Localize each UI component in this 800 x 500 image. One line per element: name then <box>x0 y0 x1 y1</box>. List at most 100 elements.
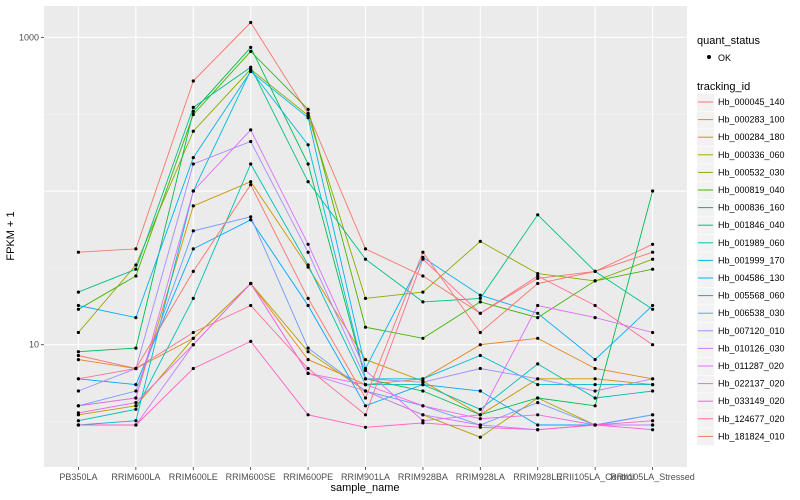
data-point-Hb_001999_170-8 <box>536 383 540 387</box>
data-point-Hb_000836_160-6 <box>421 389 425 393</box>
data-point-Hb_001999_170-9 <box>593 383 597 387</box>
legend-label-Hb_000336_060: Hb_000336_060 <box>718 150 785 160</box>
data-point-Hb_033149_020-2 <box>191 366 195 371</box>
data-point-Hb_000532_030-6 <box>421 290 425 294</box>
data-point-Hb_033149_020-3 <box>249 339 253 343</box>
data-point-Hb_033149_020-6 <box>421 421 425 425</box>
data-point-Hb_004586_130-0 <box>76 303 80 308</box>
data-point-Hb_005568_060-8 <box>536 423 540 427</box>
y-tick-label: 10 <box>29 340 39 350</box>
data-point-Hb_000045_140-2 <box>191 79 195 83</box>
legend-label-Hb_005568_060: Hb_005568_060 <box>718 291 785 301</box>
data-point-Hb_000283_100-0 <box>76 358 80 362</box>
data-point-Hb_124677_020-9 <box>593 303 597 308</box>
data-point-Hb_000819_040-3 <box>249 49 253 54</box>
data-point-Hb_004586_130-10 <box>651 303 655 308</box>
legend-label-Hb_007120_010: Hb_007120_010 <box>718 326 785 336</box>
x-tick-label-RRIM928BA: RRIM928BA <box>398 472 448 482</box>
data-point-Hb_005568_060-5 <box>363 404 368 408</box>
legend-label-Hb_000836_160: Hb_000836_160 <box>718 203 785 213</box>
x-tick-label-RRII105LA_Stressed: RRII105LA_Stressed <box>610 472 695 482</box>
data-point-Hb_001846_040-2 <box>191 105 195 109</box>
data-point-Hb_033149_020-0 <box>76 423 80 427</box>
legend-label-Hb_033149_020: Hb_033149_020 <box>718 396 785 406</box>
data-point-Hb_001846_040-7 <box>478 296 482 300</box>
data-point-Hb_022137_020-7 <box>478 417 482 421</box>
data-point-Hb_000836_160-2 <box>191 109 195 113</box>
data-point-Hb_006538_030-1 <box>134 389 138 393</box>
data-point-Hb_000819_040-4 <box>306 107 310 111</box>
data-point-Hb_006538_030-3 <box>249 215 253 219</box>
data-point-Hb_007120_010-0 <box>76 389 80 393</box>
data-point-Hb_000819_040-5 <box>363 325 368 329</box>
data-point-Hb_001999_170-7 <box>478 353 482 358</box>
x-tick-label-PB350LA: PB350LA <box>59 472 97 482</box>
data-point-Hb_181824_010-0 <box>76 353 80 358</box>
data-point-Hb_001999_170-6 <box>421 377 425 381</box>
data-point-Hb_000532_030-8 <box>536 272 540 276</box>
data-point-Hb_001989_060-4 <box>306 263 310 267</box>
data-point-Hb_005568_060-7 <box>478 389 482 393</box>
data-point-Hb_000836_160-10 <box>651 189 655 193</box>
data-point-Hb_004586_130-9 <box>593 358 597 362</box>
x-axis-title: sample_name <box>330 482 399 494</box>
data-point-Hb_124677_020-7 <box>478 311 482 315</box>
data-point-Hb_033149_020-1 <box>134 423 138 427</box>
data-point-Hb_181824_010-2 <box>191 269 195 273</box>
legend-label-Hb_010126_030: Hb_010126_030 <box>718 343 785 353</box>
data-point-Hb_000819_040-2 <box>191 112 195 117</box>
data-point-Hb_010126_030-10 <box>651 423 655 427</box>
data-point-Hb_007120_010-2 <box>191 162 195 166</box>
data-point-Hb_033149_020-5 <box>363 425 368 429</box>
data-point-Hb_006538_030-10 <box>651 413 655 417</box>
data-point-Hb_006538_030-2 <box>191 229 195 233</box>
data-point-Hb_011287_020-3 <box>249 128 253 132</box>
data-point-Hb_001989_060-0 <box>76 419 80 423</box>
legend-label-Hb_022137_020: Hb_022137_020 <box>718 379 785 389</box>
data-point-Hb_001999_170-10 <box>651 383 655 387</box>
data-point-Hb_000045_140-3 <box>249 20 253 25</box>
data-point-Hb_004586_130-1 <box>134 316 138 320</box>
data-point-Hb_022137_020-1 <box>134 401 138 405</box>
data-point-Hb_000045_140-0 <box>76 250 80 254</box>
data-point-Hb_000336_060-1 <box>134 404 138 408</box>
legend-label-Hb_001846_040: Hb_001846_040 <box>718 220 785 230</box>
data-point-Hb_000532_030-0 <box>76 330 80 335</box>
data-point-Hb_000836_160-9 <box>593 404 597 408</box>
data-point-Hb_007120_010-3 <box>249 139 253 144</box>
data-point-Hb_001989_060-7 <box>478 407 482 411</box>
data-point-Hb_000284_180-3 <box>249 180 253 184</box>
data-point-Hb_011287_020-10 <box>651 330 655 335</box>
x-tick-label-RRIM600SE: RRIM600SE <box>226 472 276 482</box>
legend-label-Hb_000819_040: Hb_000819_040 <box>718 185 785 195</box>
data-point-Hb_007120_010-4 <box>306 250 310 254</box>
data-point-Hb_000532_030-5 <box>363 296 368 300</box>
data-point-Hb_006538_030-8 <box>536 401 540 405</box>
data-point-Hb_005568_060-6 <box>421 383 425 387</box>
data-point-Hb_011287_020-2 <box>191 189 195 193</box>
data-point-Hb_022137_020-8 <box>536 413 540 417</box>
legend-key-bg <box>697 111 714 129</box>
data-point-Hb_000819_040-1 <box>134 274 138 278</box>
data-point-Hb_181824_010-1 <box>134 366 138 371</box>
y-tick-label: 1000 <box>19 32 39 42</box>
data-point-Hb_010126_030-7 <box>478 423 482 427</box>
data-point-Hb_001989_060-8 <box>536 362 540 366</box>
data-point-Hb_124677_020-10 <box>651 343 655 347</box>
data-point-Hb_000532_030-1 <box>134 263 138 267</box>
data-point-Hb_011287_020-7 <box>478 413 482 417</box>
legend-label-Hb_004586_130: Hb_004586_130 <box>718 273 785 283</box>
data-point-Hb_000836_160-8 <box>536 396 540 400</box>
legend: quant_status OK tracking_id Hb_000045_14… <box>697 35 785 446</box>
data-point-Hb_001846_040-8 <box>536 213 540 217</box>
legend-label-Hb_000045_140: Hb_000045_140 <box>718 97 785 107</box>
data-point-Hb_033149_020-8 <box>536 428 540 432</box>
data-point-Hb_000836_160-0 <box>76 350 80 354</box>
data-point-Hb_000819_040-8 <box>536 316 540 320</box>
legend-label-ok: OK <box>718 53 731 63</box>
data-point-Hb_000284_180-9 <box>593 377 597 381</box>
legend-label-Hb_011287_020: Hb_011287_020 <box>718 361 784 371</box>
data-point-Hb_006538_030-4 <box>306 346 310 350</box>
